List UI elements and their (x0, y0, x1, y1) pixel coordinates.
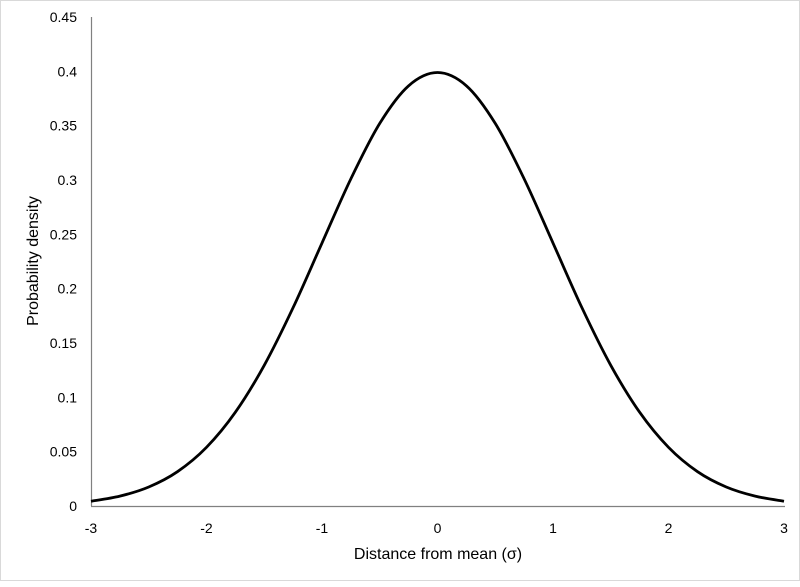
x-tick-label: -3 (85, 520, 98, 536)
y-tick-label: 0.2 (58, 281, 78, 297)
y-tick-label: 0.3 (58, 172, 78, 188)
x-tick-label: -1 (316, 520, 329, 536)
x-tick-label: 0 (434, 520, 442, 536)
y-tick-label: 0.35 (50, 118, 77, 134)
x-tick-label: 1 (549, 520, 557, 536)
series-line (90, 71, 785, 503)
y-tick-label: 0.1 (58, 389, 78, 405)
x-tick-label: 3 (780, 520, 788, 536)
y-tick-label: 0.25 (50, 226, 77, 242)
y-tick-label: 0.45 (50, 9, 77, 25)
y-tick-label: 0 (69, 498, 77, 514)
y-tick-label: 0.05 (50, 444, 77, 460)
y-tick-label: 0.15 (50, 335, 77, 351)
x-tick-label: 2 (665, 520, 673, 536)
x-axis-label: Distance from mean (σ) (354, 546, 522, 563)
y-axis-label: Probability density (25, 196, 42, 326)
y-tick-label: 0.4 (58, 63, 78, 79)
x-tick-label: -2 (200, 520, 213, 536)
